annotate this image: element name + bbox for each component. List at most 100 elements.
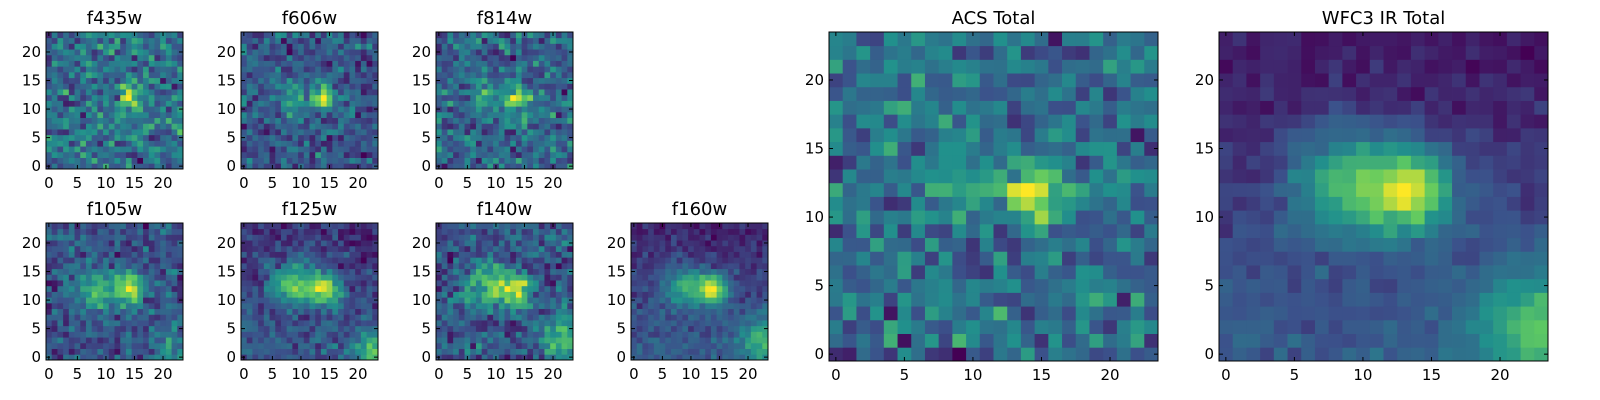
heatmap-cell: [74, 262, 81, 270]
heatmap-cell: [131, 94, 138, 101]
heatmap-cell: [447, 134, 454, 141]
heatmap-cell: [366, 228, 373, 235]
heatmap-cell: [1048, 169, 1063, 184]
heatmap-cell: [57, 54, 64, 61]
heatmap-cell: [177, 320, 184, 327]
heatmap-cell: [177, 37, 184, 44]
heatmap-cell: [1356, 306, 1371, 321]
heatmap-cell: [154, 163, 161, 170]
heatmap-cell: [269, 245, 276, 252]
heatmap-cell: [1410, 347, 1426, 362]
heatmap-cell: [360, 285, 367, 292]
heatmap-cell: [498, 291, 505, 298]
heatmap-cell: [470, 314, 477, 321]
x-tick-label: 15: [515, 174, 534, 192]
heatmap-cell: [1410, 292, 1426, 307]
heatmap-cell: [241, 280, 248, 287]
heatmap-cell: [355, 285, 362, 292]
heatmap-cell: [131, 337, 138, 344]
heatmap-cell: [349, 43, 356, 50]
heatmap-cell: [1048, 333, 1063, 348]
heatmap-cell: [80, 274, 87, 281]
heatmap-cell: [481, 94, 488, 101]
axes-frame: [45, 31, 184, 170]
heatmap-cell: [80, 291, 87, 298]
heatmap-cell: [538, 348, 545, 355]
heatmap-cell: [108, 337, 115, 344]
heatmap-cell: [710, 285, 718, 292]
heatmap-cell: [458, 111, 465, 119]
heatmap-cell: [114, 308, 121, 315]
heatmap-cell: [1020, 278, 1036, 293]
heatmap-cell: [125, 129, 133, 136]
heatmap-cell: [1116, 73, 1131, 88]
heatmap-cell: [1397, 347, 1412, 362]
heatmap-cell: [315, 43, 322, 50]
heatmap-cell: [938, 86, 953, 101]
heatmap-cell: [320, 129, 328, 136]
heatmap-cell: [829, 265, 844, 280]
heatmap-cell: [51, 302, 58, 310]
heatmap-cell: [498, 342, 505, 349]
heatmap-cell: [125, 342, 133, 349]
heatmap-cell: [966, 333, 981, 348]
heatmap-cell: [699, 234, 706, 241]
heatmap-cell: [263, 280, 270, 287]
heatmap-cell: [544, 262, 551, 270]
heatmap-cell: [372, 37, 379, 44]
heatmap-cell: [481, 228, 488, 235]
heatmap-cell: [154, 257, 161, 264]
heatmap-cell: [252, 89, 259, 96]
heatmap-cell: [475, 280, 483, 287]
heatmap-cell: [1007, 306, 1022, 321]
heatmap-cell: [309, 234, 316, 241]
heatmap-cell: [366, 151, 373, 158]
heatmap-cell: [710, 240, 718, 247]
heatmap-cell: [355, 83, 362, 90]
heatmap-cell: [355, 325, 362, 332]
heatmap-cell: [332, 228, 339, 235]
heatmap-cell: [527, 354, 534, 361]
heatmap-cell: [756, 240, 763, 247]
heatmap-cell: [355, 297, 362, 304]
heatmap-cell: [436, 60, 443, 67]
heatmap-cell: [280, 257, 288, 264]
heatmap-cell: [966, 73, 981, 88]
heatmap-cell: [481, 123, 488, 130]
heatmap-cell: [366, 302, 373, 310]
heatmap-cell: [475, 268, 483, 275]
heatmap-cell: [1089, 114, 1104, 129]
heatmap-cell: [521, 302, 528, 310]
heatmap-cell: [177, 89, 184, 96]
heatmap-cell: [108, 223, 115, 230]
heatmap-cell: [544, 325, 551, 332]
heatmap-cell: [897, 292, 912, 307]
heatmap-cell: [682, 240, 689, 247]
heatmap-cell: [246, 157, 253, 164]
heatmap-cell: [1116, 210, 1131, 225]
heatmap-cell: [154, 129, 161, 136]
heatmap-cell: [550, 117, 557, 124]
heatmap-cell: [143, 117, 150, 124]
heatmap-cell: [57, 342, 64, 349]
heatmap-cell: [756, 228, 763, 235]
heatmap-cell: [320, 228, 328, 235]
heatmap-cell: [275, 71, 282, 79]
heatmap-cell: [739, 308, 746, 315]
heatmap-cell: [561, 123, 568, 130]
heatmap-cell: [733, 297, 740, 304]
heatmap-cell: [966, 182, 981, 197]
heatmap-cell: [1232, 306, 1247, 321]
heatmap-cell: [85, 268, 93, 275]
heatmap-cell: [241, 245, 248, 252]
heatmap-cell: [252, 49, 259, 56]
heatmap-cell: [154, 348, 161, 355]
heatmap-cell: [870, 45, 885, 60]
heatmap-cell: [682, 268, 689, 275]
heatmap-cell: [298, 280, 305, 287]
heatmap-cell: [292, 234, 299, 241]
heatmap-cell: [550, 308, 557, 315]
heatmap-cell: [320, 140, 328, 147]
heatmap-cell: [298, 49, 305, 56]
heatmap-cell: [1007, 169, 1022, 184]
